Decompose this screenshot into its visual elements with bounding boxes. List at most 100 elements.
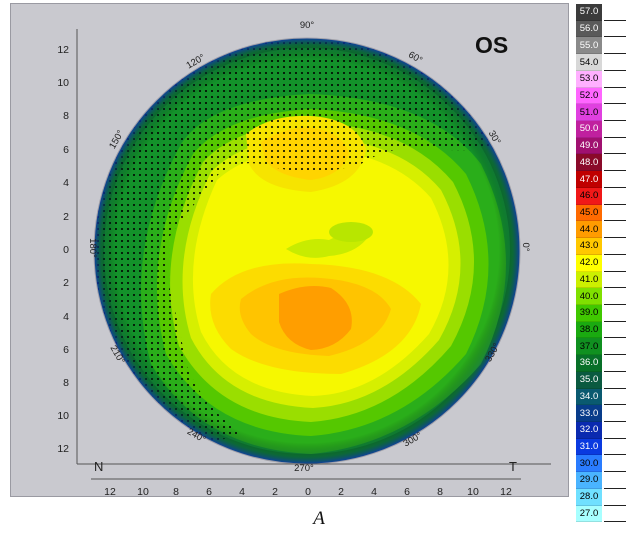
scale-entry: 49.0 bbox=[576, 137, 629, 155]
scale-swatch: 41.0 bbox=[576, 271, 602, 289]
degree-label: 0° bbox=[520, 242, 531, 251]
scale-swatch: 46.0 bbox=[576, 187, 602, 205]
scale-entry: 46.0 bbox=[576, 187, 629, 205]
scale-swatch: 47.0 bbox=[576, 171, 602, 188]
scale-entry: 41.0 bbox=[576, 271, 629, 289]
x-tick: 2 bbox=[338, 486, 344, 498]
scale-entry: 56.0 bbox=[576, 20, 629, 38]
temporal-label: T bbox=[509, 459, 517, 474]
scale-swatch: 49.0 bbox=[576, 137, 602, 155]
y-tick: 8 bbox=[63, 377, 69, 389]
y-tick: 4 bbox=[63, 177, 69, 189]
x-axis-ticks: 12 10 8 6 4 2 0 2 4 6 8 10 12 bbox=[104, 486, 512, 498]
x-tick: 2 bbox=[272, 486, 278, 498]
degree-label: 90° bbox=[300, 20, 315, 31]
scale-entry: 50.0 bbox=[576, 121, 629, 138]
topography-panel: 12 10 8 6 4 2 0 2 4 6 8 10 12 12 10 8 6 … bbox=[10, 3, 569, 498]
y-tick: 8 bbox=[63, 110, 69, 122]
scale-swatch: 36.0 bbox=[576, 355, 602, 372]
x-tick: 12 bbox=[104, 486, 116, 498]
scale-swatch: 29.0 bbox=[576, 472, 602, 489]
scale-swatch: 54.0 bbox=[576, 54, 602, 71]
x-tick: 4 bbox=[371, 486, 377, 498]
scale-swatch: 53.0 bbox=[576, 70, 602, 88]
scale-swatch: 37.0 bbox=[576, 338, 602, 356]
scale-entry: 54.0 bbox=[576, 54, 629, 71]
scale-swatch: 33.0 bbox=[576, 405, 602, 422]
scale-entry: 32.0 bbox=[576, 421, 629, 439]
x-tick: 12 bbox=[500, 486, 512, 498]
scale-swatch: 55.0 bbox=[576, 37, 602, 55]
scale-entry: 52.0 bbox=[576, 87, 629, 105]
x-tick: 10 bbox=[467, 486, 479, 498]
scale-entry: 44.0 bbox=[576, 221, 629, 239]
scale-swatch: 43.0 bbox=[576, 238, 602, 255]
x-tick: 6 bbox=[206, 486, 212, 498]
y-tick: 10 bbox=[57, 77, 69, 89]
scale-swatch: 27.0 bbox=[576, 505, 602, 523]
scale-entry: 37.0 bbox=[576, 338, 629, 356]
y-tick: 4 bbox=[63, 311, 69, 323]
scale-swatch: 39.0 bbox=[576, 304, 602, 322]
scale-swatch: 30.0 bbox=[576, 455, 602, 473]
topography-map: 12 10 8 6 4 2 0 2 4 6 8 10 12 12 10 8 6 … bbox=[57, 20, 551, 498]
scale-entry: 36.0 bbox=[576, 355, 629, 372]
y-tick: 10 bbox=[57, 410, 69, 422]
scale-entry: 29.0 bbox=[576, 472, 629, 489]
scale-entry: 57.0 bbox=[576, 4, 629, 21]
scale-entry: 51.0 bbox=[576, 104, 629, 122]
scale-entry: 40.0 bbox=[576, 288, 629, 305]
scale-swatch: 57.0 bbox=[576, 4, 602, 21]
y-tick: 12 bbox=[57, 44, 69, 56]
figure-label: A bbox=[313, 508, 325, 529]
scale-entry: 30.0 bbox=[576, 455, 629, 473]
x-tick: 0 bbox=[305, 486, 311, 498]
scale-swatch: 31.0 bbox=[576, 438, 602, 456]
y-tick: 6 bbox=[63, 344, 69, 356]
scale-swatch: 45.0 bbox=[576, 204, 602, 222]
degree-label: 270° bbox=[294, 463, 314, 474]
scale-entry: 39.0 bbox=[576, 304, 629, 322]
scale-entry: 45.0 bbox=[576, 204, 629, 222]
color-scale: 57.0 56.0 55.0 54.0 53.0 52.0 51.0 50.0 … bbox=[576, 4, 629, 523]
corneal-map-disc bbox=[94, 38, 520, 464]
nasal-label: N bbox=[94, 459, 103, 474]
x-tick: 4 bbox=[239, 486, 245, 498]
scale-swatch: 52.0 bbox=[576, 87, 602, 105]
scale-entry: 33.0 bbox=[576, 405, 629, 422]
scale-entry: 53.0 bbox=[576, 70, 629, 88]
scale-swatch: 40.0 bbox=[576, 288, 602, 305]
x-tick: 8 bbox=[437, 486, 443, 498]
scale-entry: 35.0 bbox=[576, 371, 629, 389]
scale-swatch: 48.0 bbox=[576, 154, 602, 172]
axes bbox=[76, 29, 551, 480]
scale-swatch: 42.0 bbox=[576, 254, 602, 272]
scale-entry: 34.0 bbox=[576, 388, 629, 406]
y-tick: 2 bbox=[63, 211, 69, 223]
scale-swatch: 34.0 bbox=[576, 388, 602, 406]
x-tick: 10 bbox=[137, 486, 149, 498]
y-tick: 0 bbox=[63, 244, 69, 256]
scale-entry: 42.0 bbox=[576, 254, 629, 272]
y-tick: 6 bbox=[63, 144, 69, 156]
scale-entry: 27.0 bbox=[576, 505, 629, 523]
scale-entry: 31.0 bbox=[576, 438, 629, 456]
eye-label: OS bbox=[475, 32, 508, 58]
x-tick: 6 bbox=[404, 486, 410, 498]
scale-swatch: 28.0 bbox=[576, 488, 602, 506]
degree-label: 180° bbox=[87, 238, 98, 258]
scale-swatch: 44.0 bbox=[576, 221, 602, 239]
scale-entry: 38.0 bbox=[576, 321, 629, 339]
scale-entry: 55.0 bbox=[576, 37, 629, 55]
scale-entry: 48.0 bbox=[576, 154, 629, 172]
y-axis-ticks: 12 10 8 6 4 2 0 2 4 6 8 10 12 bbox=[57, 44, 69, 455]
scale-swatch: 32.0 bbox=[576, 421, 602, 439]
scale-swatch: 56.0 bbox=[576, 20, 602, 38]
scale-swatch: 38.0 bbox=[576, 321, 602, 339]
x-tick: 8 bbox=[173, 486, 179, 498]
scale-swatch: 50.0 bbox=[576, 121, 602, 138]
scale-entry: 28.0 bbox=[576, 488, 629, 506]
y-tick: 2 bbox=[63, 277, 69, 289]
scale-swatch: 35.0 bbox=[576, 371, 602, 389]
scale-swatch: 51.0 bbox=[576, 104, 602, 122]
